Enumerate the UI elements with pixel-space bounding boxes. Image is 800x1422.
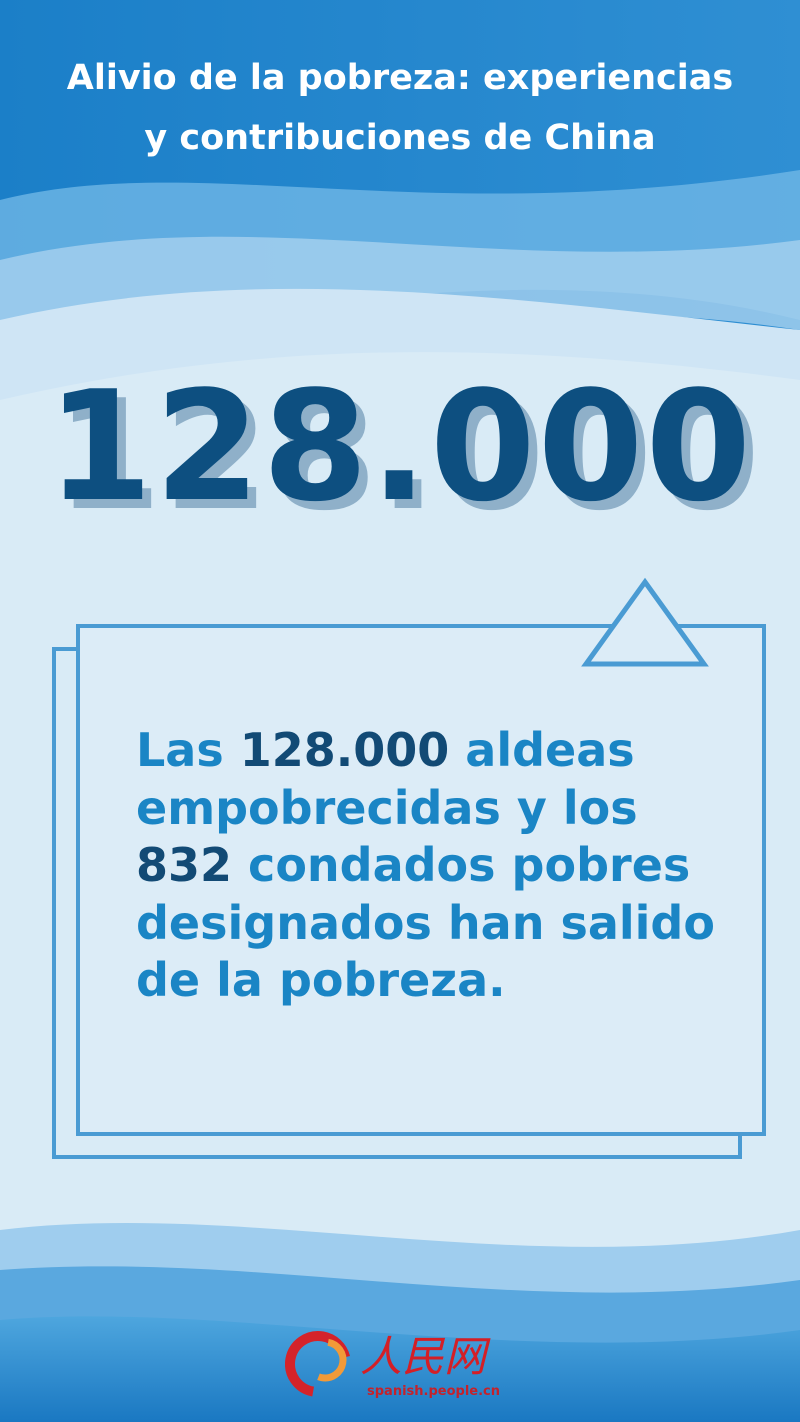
logo-wordmark: 人民网 [360, 1332, 487, 1381]
speech-triangle-icon [581, 577, 709, 667]
frame-front [76, 624, 766, 1136]
highlight-counties: 832 [136, 838, 233, 892]
people-daily-logo-icon [285, 1331, 351, 1397]
page-title: Alivio de la pobreza: experiencias y con… [0, 48, 800, 168]
title-line-1: Alivio de la pobreza: experiencias [66, 58, 734, 98]
body-text-part: aldeas empobrecidas y los [136, 723, 638, 835]
highlight-villages: 128.000 [239, 723, 450, 777]
body-text-part: condados pobres designados han salido de… [136, 838, 715, 1007]
body-text-part: Las [136, 723, 240, 777]
logo-site-url: spanish.people.cn [367, 1384, 500, 1399]
title-line-2: y contribuciones de China [144, 118, 656, 158]
body-text: Las 128.000 aldeas empobrecidas y los 83… [136, 722, 736, 1010]
headline-number: 128.000 [46, 358, 754, 535]
